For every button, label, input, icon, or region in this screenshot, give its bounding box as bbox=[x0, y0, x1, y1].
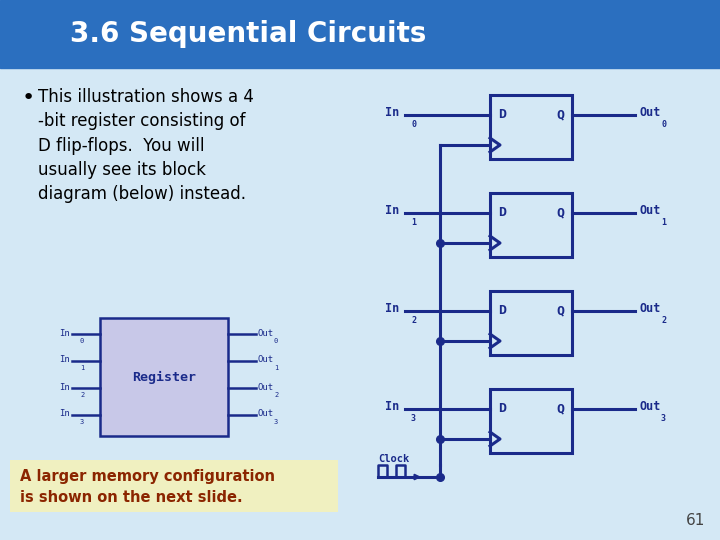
Text: 3.6 Sequential Circuits: 3.6 Sequential Circuits bbox=[70, 20, 426, 48]
Text: In: In bbox=[384, 106, 399, 119]
Text: Out: Out bbox=[258, 409, 274, 418]
Text: Out: Out bbox=[258, 355, 274, 364]
Text: In: In bbox=[59, 382, 70, 392]
Text: Out: Out bbox=[639, 302, 660, 315]
Text: D: D bbox=[498, 305, 506, 318]
Text: This illustration shows a 4
-bit register consisting of
D flip-flops.  You will
: This illustration shows a 4 -bit registe… bbox=[38, 88, 254, 203]
Text: Register: Register bbox=[132, 370, 196, 383]
Text: 0: 0 bbox=[411, 120, 416, 129]
Text: 1: 1 bbox=[80, 365, 84, 371]
Text: D: D bbox=[498, 402, 506, 415]
Text: D: D bbox=[498, 206, 506, 219]
Bar bbox=[10, 460, 338, 512]
Bar bbox=[490, 389, 572, 453]
Text: In: In bbox=[384, 401, 399, 414]
Text: 3: 3 bbox=[274, 419, 278, 425]
Text: 0: 0 bbox=[274, 338, 278, 344]
Text: Out: Out bbox=[258, 382, 274, 392]
Text: 2: 2 bbox=[80, 392, 84, 398]
Text: 0: 0 bbox=[661, 120, 666, 129]
Text: Clock: Clock bbox=[378, 454, 409, 464]
Text: 3: 3 bbox=[80, 419, 84, 425]
Text: 3: 3 bbox=[661, 414, 666, 423]
Text: 1: 1 bbox=[661, 218, 666, 227]
Text: 0: 0 bbox=[80, 338, 84, 344]
Bar bbox=[0, 68, 720, 540]
Text: 1: 1 bbox=[274, 365, 278, 371]
Bar bbox=[490, 291, 572, 355]
Text: Out: Out bbox=[258, 328, 274, 338]
Text: Q: Q bbox=[556, 206, 564, 219]
Text: Out: Out bbox=[639, 401, 660, 414]
Text: D: D bbox=[498, 109, 506, 122]
Bar bbox=[100, 318, 228, 436]
Text: Out: Out bbox=[639, 106, 660, 119]
Text: In: In bbox=[59, 355, 70, 364]
Text: In: In bbox=[59, 328, 70, 338]
Text: Q: Q bbox=[556, 109, 564, 122]
Text: A larger memory configuration
is shown on the next slide.: A larger memory configuration is shown o… bbox=[20, 469, 275, 505]
Text: 1: 1 bbox=[411, 218, 416, 227]
Bar bbox=[490, 95, 572, 159]
Bar bbox=[0, 0, 720, 68]
Text: In: In bbox=[59, 409, 70, 418]
Text: Out: Out bbox=[639, 205, 660, 218]
Text: Q: Q bbox=[556, 402, 564, 415]
Text: 2: 2 bbox=[661, 316, 666, 325]
Text: 2: 2 bbox=[274, 392, 278, 398]
Text: 61: 61 bbox=[685, 513, 705, 528]
Text: In: In bbox=[384, 302, 399, 315]
Text: •: • bbox=[22, 88, 35, 108]
Text: 3: 3 bbox=[411, 414, 416, 423]
Text: 2: 2 bbox=[411, 316, 416, 325]
Text: Q: Q bbox=[556, 305, 564, 318]
Bar bbox=[490, 193, 572, 257]
Text: In: In bbox=[384, 205, 399, 218]
